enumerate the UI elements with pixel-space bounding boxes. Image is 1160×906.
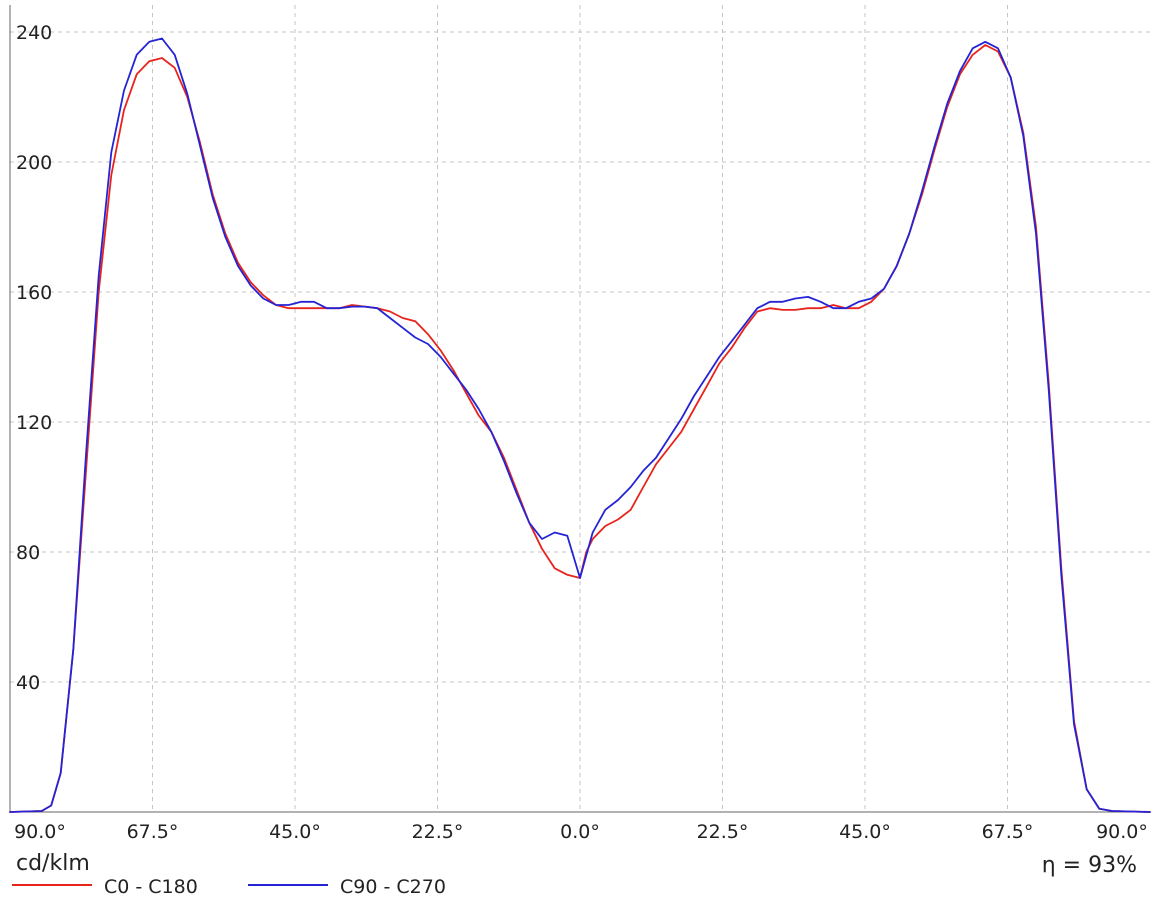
x-tick-label: 0.0° (560, 821, 600, 843)
x-tick-label: 45.0° (839, 821, 891, 843)
legend: C0 - C180 C90 - C270 (12, 876, 446, 898)
x-tick-label: 45.0° (269, 821, 321, 843)
y-tick-label: 120 (16, 412, 52, 434)
y-tick-label: 160 (16, 282, 52, 304)
series-lines (9, 37, 1151, 813)
x-tick-label: 90.0° (14, 821, 66, 843)
y-tick-label: 80 (16, 542, 40, 564)
x-tick-label: 67.5° (982, 821, 1034, 843)
y-tick-label: 240 (16, 22, 52, 44)
x-tick-labels: 90.0° 67.5° 45.0° 22.5° 0.0° 22.5° 45.0° 67.5° 9… (14, 821, 1148, 843)
y-unit-label: cd/klm (16, 851, 90, 876)
x-tick-label: 67.5° (127, 821, 179, 843)
legend-label-c90-c270: C90 - C270 (340, 876, 446, 898)
x-tick-label: 22.5° (697, 821, 749, 843)
legend-label-c0-c180: C0 - C180 (104, 876, 198, 898)
efficiency-label: η = 93% (1042, 853, 1137, 878)
series-line-c90-c270 (9, 37, 1151, 813)
y-tick-label: 200 (16, 152, 52, 174)
y-tick-labels: 40 80 120 160 200 240 (16, 22, 52, 694)
x-tick-label: 90.0° (1096, 821, 1148, 843)
x-tick-label: 22.5° (412, 821, 464, 843)
grid-lines (10, 5, 1150, 812)
y-tick-label: 40 (16, 672, 40, 694)
plot-frame (9, 5, 1150, 813)
